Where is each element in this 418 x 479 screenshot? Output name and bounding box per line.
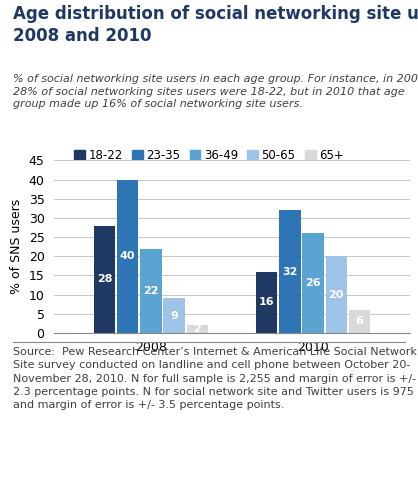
Y-axis label: % of SNS users: % of SNS users	[10, 199, 23, 294]
Bar	[256, 272, 278, 333]
Bar	[279, 210, 301, 333]
Text: 16: 16	[259, 297, 275, 307]
Bar	[140, 249, 161, 333]
Text: Age distribution of social networking site users in
2008 and 2010: Age distribution of social networking si…	[13, 5, 418, 45]
Text: % of social networking site users in each age group. For instance, in 2008,
28% : % of social networking site users in eac…	[13, 74, 418, 109]
Text: 40: 40	[120, 251, 135, 261]
Bar	[186, 325, 208, 333]
Bar	[326, 256, 347, 333]
Text: 28: 28	[97, 274, 112, 284]
Text: 6: 6	[355, 317, 363, 326]
Bar	[117, 180, 138, 333]
Legend: 18-22, 23-35, 36-49, 50-65, 65+: 18-22, 23-35, 36-49, 50-65, 65+	[69, 145, 349, 167]
Text: 22: 22	[143, 286, 159, 296]
Bar	[303, 233, 324, 333]
Text: 20: 20	[329, 290, 344, 299]
Text: 9: 9	[170, 311, 178, 320]
Bar	[94, 226, 115, 333]
Text: Source:  Pew Research Center’s Internet & American Life Social Network
Site surv: Source: Pew Research Center’s Internet &…	[13, 347, 416, 410]
Text: 26: 26	[305, 278, 321, 288]
Bar	[163, 298, 185, 333]
Text: 2: 2	[194, 324, 201, 334]
Text: 32: 32	[282, 267, 298, 276]
Bar	[349, 310, 370, 333]
